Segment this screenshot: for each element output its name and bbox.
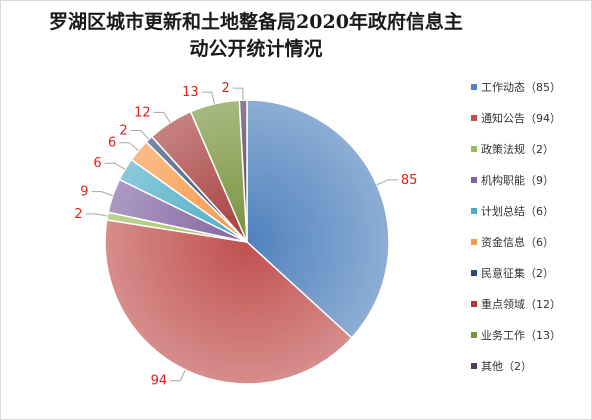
legend-swatch-icon — [471, 115, 477, 121]
legend-item-4: 机构职能（9） — [471, 172, 554, 188]
pie-slice-2 — [104, 219, 353, 385]
data-label-7: 2 — [119, 124, 127, 139]
chart-legend: 工作动态（85） 通知公告（94） 政策法规（2） 机构职能（9） 计划总结（6） 资金信… — [471, 79, 581, 419]
legend-item-9: 业务工作（13） — [471, 327, 561, 343]
leader-line-3 — [85, 213, 108, 217]
leader-line-2 — [170, 369, 186, 382]
leader-line-8 — [153, 111, 171, 123]
data-label-6: 6 — [108, 136, 116, 151]
leader-line-6 — [119, 142, 139, 151]
leader-line-10 — [232, 87, 244, 101]
legend-item-7: 民意征集（2） — [471, 265, 554, 281]
data-label-4: 9 — [80, 185, 88, 200]
legend-swatch-icon — [471, 146, 477, 152]
leader-line-5 — [104, 162, 126, 170]
data-label-5: 6 — [93, 156, 101, 171]
data-label-8: 12 — [134, 105, 151, 120]
legend-label: 民意征集（2） — [481, 267, 554, 280]
leader-line-1 — [376, 179, 398, 186]
chart-title-line-2: 动公开统计情况 — [189, 38, 323, 60]
legend-swatch-icon — [471, 301, 477, 307]
legend-swatch-icon — [471, 177, 477, 183]
legend-label: 资金信息（6） — [481, 236, 554, 249]
data-label-2: 94 — [151, 374, 168, 389]
legend-label: 机构职能（9） — [481, 174, 554, 187]
leader-line-9 — [201, 91, 215, 104]
leader-line-7 — [130, 130, 150, 140]
data-label-3: 2 — [74, 207, 82, 222]
legend-item-1: 工作动态（85） — [471, 79, 561, 95]
data-label-10: 2 — [222, 81, 230, 96]
legend-label: 政策法规（2） — [481, 143, 554, 156]
pie-slices — [104, 99, 390, 385]
legend-label: 工作动态（85） — [481, 81, 561, 94]
legend-swatch-icon — [471, 239, 477, 245]
chart-title-line-1: 罗湖区城市更新和土地整备局2020年政府信息主 — [49, 11, 463, 33]
legend-swatch-icon — [471, 208, 477, 214]
leader-line-4 — [91, 191, 113, 197]
legend-swatch-icon — [471, 332, 477, 338]
legend-label: 业务工作（13） — [481, 329, 561, 342]
legend-item-5: 计划总结（6） — [471, 203, 554, 219]
pie-leader-lines — [85, 87, 398, 382]
data-label-9: 13 — [182, 85, 199, 100]
legend-label: 通知公告（94） — [481, 112, 561, 125]
legend-label: 重点领域（12） — [481, 298, 561, 311]
legend-label: 计划总结（6） — [481, 205, 554, 218]
legend-swatch-icon — [471, 84, 477, 90]
legend-item-6: 资金信息（6） — [471, 234, 554, 250]
legend-label: 其他（2） — [481, 360, 532, 373]
pie-slice-1 — [246, 99, 390, 339]
legend-item-8: 重点领域（12） — [471, 296, 561, 312]
legend-item-2: 通知公告（94） — [471, 110, 561, 126]
legend-swatch-icon — [471, 270, 477, 276]
legend-swatch-icon — [471, 363, 477, 369]
data-label-1: 85 — [401, 173, 418, 188]
legend-item-3: 政策法规（2） — [471, 141, 554, 157]
chart-title: 罗湖区城市更新和土地整备局2020年政府信息主 动公开统计情况 — [21, 9, 491, 63]
legend-item-10: 其他（2） — [471, 358, 532, 374]
